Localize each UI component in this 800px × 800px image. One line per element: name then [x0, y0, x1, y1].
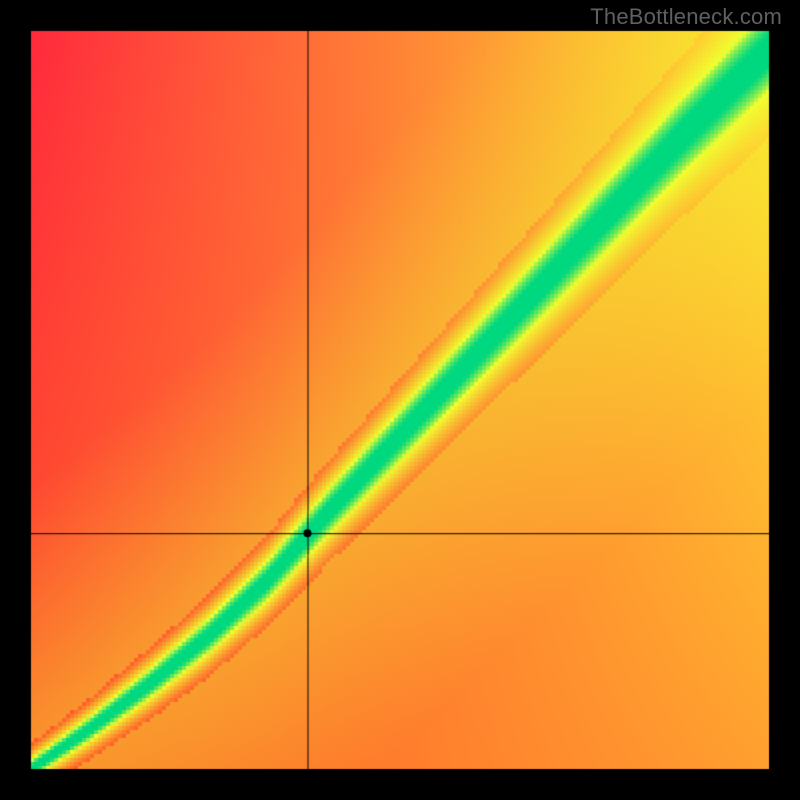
watermark-text: TheBottleneck.com: [590, 4, 782, 30]
bottleneck-heatmap: [0, 0, 800, 800]
